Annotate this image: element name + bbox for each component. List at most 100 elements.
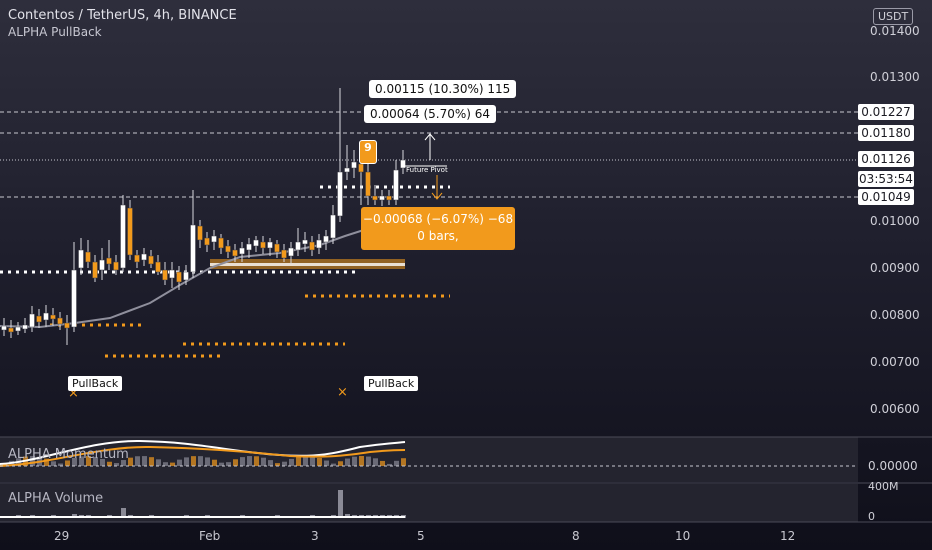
candle-body [295,241,301,251]
candle-body [400,159,406,169]
candle-body [29,313,35,328]
momentum-bar [72,457,77,466]
candle-body [274,243,280,253]
symbol-title: Contentos / TetherUS, 4h, BINANCE [8,8,237,23]
volume-axis-zero: 0 [868,510,875,523]
momentum-bar [198,456,203,466]
time-axis[interactable]: 29 Feb 3 5 8 10 12 [0,522,858,550]
pullback-label: PullBack [364,376,419,391]
momentum-bar [380,460,385,466]
time-tick: Feb [199,529,221,543]
volume-axis-top: 400M [868,480,899,493]
volume-bar [338,490,343,518]
measure-down-line1: −0.00068 (−6.07%) −68 [362,212,514,226]
momentum-bar [324,460,329,466]
time-tick: 12 [780,529,796,543]
momentum-bar [128,457,133,466]
candle-body [43,312,49,321]
candle-body [169,269,175,279]
momentum-bar [114,463,119,466]
candle-body [288,247,294,257]
price-tick: 0.00900 [870,261,920,275]
momentum-bar [100,458,105,466]
candle-body [372,195,378,201]
momentum-bar [303,456,308,466]
measure-box-upper[interactable]: 0.00115 (10.30%) 115 [369,80,517,98]
momentum-bar [345,458,350,466]
candle-body [302,239,308,245]
candle-body [99,259,105,271]
current-price-marker: 0.01126 [858,151,914,167]
future-pivot-label: Future Pivot [406,166,448,174]
momentum-bar [394,460,399,466]
candle-body [316,239,322,249]
candle-body [155,261,161,273]
candle-body [120,204,126,269]
momentum-bar [156,459,161,466]
candle-body [78,249,84,269]
momentum-bar [310,456,315,466]
momentum-bar [240,457,245,466]
price-tick: 0.01000 [870,214,920,228]
up-arrow-icon [424,133,436,141]
candle-body [71,269,77,328]
candle-body [393,169,399,201]
momentum-bar [191,456,196,466]
candle-body [141,253,147,261]
candle-body [106,257,112,265]
price-tick: 0.00700 [870,355,920,369]
candle-body [148,255,154,265]
pullback-zone-line [210,263,405,266]
candle-body [22,324,28,330]
currency-button[interactable]: USDT [873,8,914,25]
candle-body [36,315,42,323]
momentum-bar [51,461,56,466]
measure-box-lower[interactable]: 0.00064 (5.70%) 64 [364,105,497,123]
count-badge-value: 9 [364,141,372,154]
momentum-bar [317,457,322,466]
candle-body [260,241,266,249]
candle-body [330,214,336,239]
volume-panel-label: ALPHA Volume [8,491,104,506]
candle-body [204,237,210,246]
candle-body [15,326,21,332]
candle-body [134,254,140,263]
momentum-bar [93,456,98,466]
momentum-bar [30,456,35,466]
candle-body [1,325,7,331]
momentum-bar [338,461,343,466]
price-axis[interactable]: 0.01400 0.01300 0.01000 0.00900 0.00800 … [858,0,932,522]
time-tick: 5 [417,529,425,543]
momentum-bar [359,456,364,466]
candle-body [323,235,329,243]
volume-bar [121,508,126,518]
candle-body [246,243,252,251]
momentum-bar [254,456,259,466]
momentum-axis-zero: 0.00000 [868,459,918,473]
candle-body [267,241,273,249]
momentum-bar [79,456,84,466]
momentum-bar [149,457,154,466]
momentum-bar [296,456,301,466]
candle-body [218,237,224,249]
measure-down-line2: 0 bars, [417,229,459,243]
momentum-bar [121,460,126,466]
candle-body [365,171,371,197]
momentum-bar [177,459,182,466]
momentum-bar [289,458,294,466]
price-marker-0.01180: 0.01180 [858,125,914,141]
momentum-bar [58,463,63,466]
momentum-bar [86,456,91,466]
candle-body [92,261,98,279]
momentum-bar [107,461,112,466]
momentum-bar [170,462,175,466]
count-badge: 9 [359,140,377,164]
momentum-bar [261,457,266,466]
momentum-bar [44,458,49,466]
price-tick: 0.00800 [870,308,920,322]
price-marker-0.01227: 0.01227 [858,104,914,120]
measure-box-down[interactable]: −0.00068 (−6.07%) −68 0 bars, [361,207,515,250]
candle-body [386,195,392,201]
